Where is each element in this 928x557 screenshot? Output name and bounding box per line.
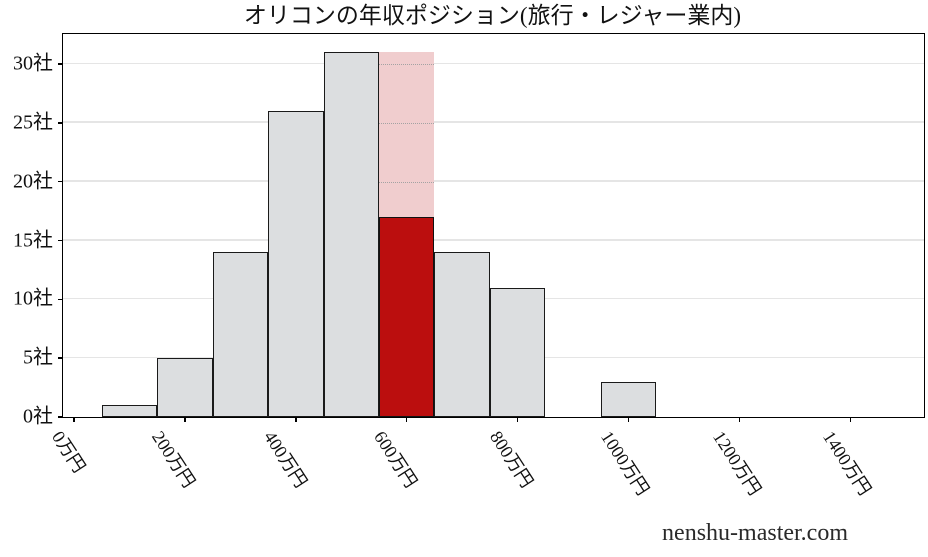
y-tick-label: 5社 xyxy=(23,346,53,369)
x-tick-label: 600万円 xyxy=(369,427,421,492)
highlight-bar xyxy=(379,216,435,417)
gridline-30社 xyxy=(63,62,924,65)
histogram-bar xyxy=(489,287,546,417)
watermark: nenshu-master.com xyxy=(662,520,848,546)
y-tick-mark xyxy=(58,180,63,183)
x-tick-label: 200万円 xyxy=(148,427,200,492)
x-tick-label: 0万円 xyxy=(48,427,90,477)
y-tick-label: 20社 xyxy=(13,170,53,193)
x-tick-label: 1400万円 xyxy=(819,427,876,499)
x-tick-label: 800万円 xyxy=(485,427,537,492)
y-tick-label: 30社 xyxy=(13,52,53,75)
gridline-20社 xyxy=(63,180,924,182)
x-tick-mark xyxy=(406,417,408,422)
histogram-bar xyxy=(101,405,158,417)
y-tick-label: 15社 xyxy=(13,229,53,252)
y-tick-label: 10社 xyxy=(13,287,53,310)
y-tick-label: 0社 xyxy=(23,405,53,428)
chart-title: オリコンの年収ポジション(旅行・レジャー業内) xyxy=(243,3,742,28)
y-tick-mark xyxy=(58,416,63,418)
x-tick-mark xyxy=(295,417,297,422)
x-tick-mark xyxy=(516,417,519,422)
x-tick-mark xyxy=(184,417,186,422)
histogram-bar xyxy=(323,52,379,417)
histogram-bar xyxy=(268,111,324,417)
gridline-25社 xyxy=(63,121,924,123)
band-dotted-gridline-20社 xyxy=(379,181,435,183)
y-tick-mark xyxy=(58,63,63,65)
histogram-bar xyxy=(600,381,657,417)
band-dotted-gridline-25社 xyxy=(379,122,435,124)
band-dotted-gridline-30社 xyxy=(379,64,435,66)
x-tick-mark xyxy=(738,417,741,422)
y-tick-mark xyxy=(58,357,63,359)
y-tick-label: 25社 xyxy=(13,111,53,134)
x-tick-mark xyxy=(73,417,75,422)
plot-area: 0万円 200万円 400万円 600万円 800万円 1000万円 1200万円 1400万… xyxy=(13,33,925,499)
histogram-bar xyxy=(434,252,490,417)
histogram-bar xyxy=(212,252,269,417)
y-tick-mark xyxy=(58,239,63,242)
y-tick-mark xyxy=(58,298,63,301)
x-tick-label: 1200万円 xyxy=(709,427,766,499)
x-tick-label: 1000万円 xyxy=(597,427,654,499)
y-tick-mark xyxy=(58,122,63,124)
gridline-15社 xyxy=(63,239,924,241)
x-tick-mark xyxy=(849,417,851,422)
x-tick-mark xyxy=(627,417,630,422)
x-tick-label: 400万円 xyxy=(259,427,311,492)
histogram-bar xyxy=(157,358,213,417)
